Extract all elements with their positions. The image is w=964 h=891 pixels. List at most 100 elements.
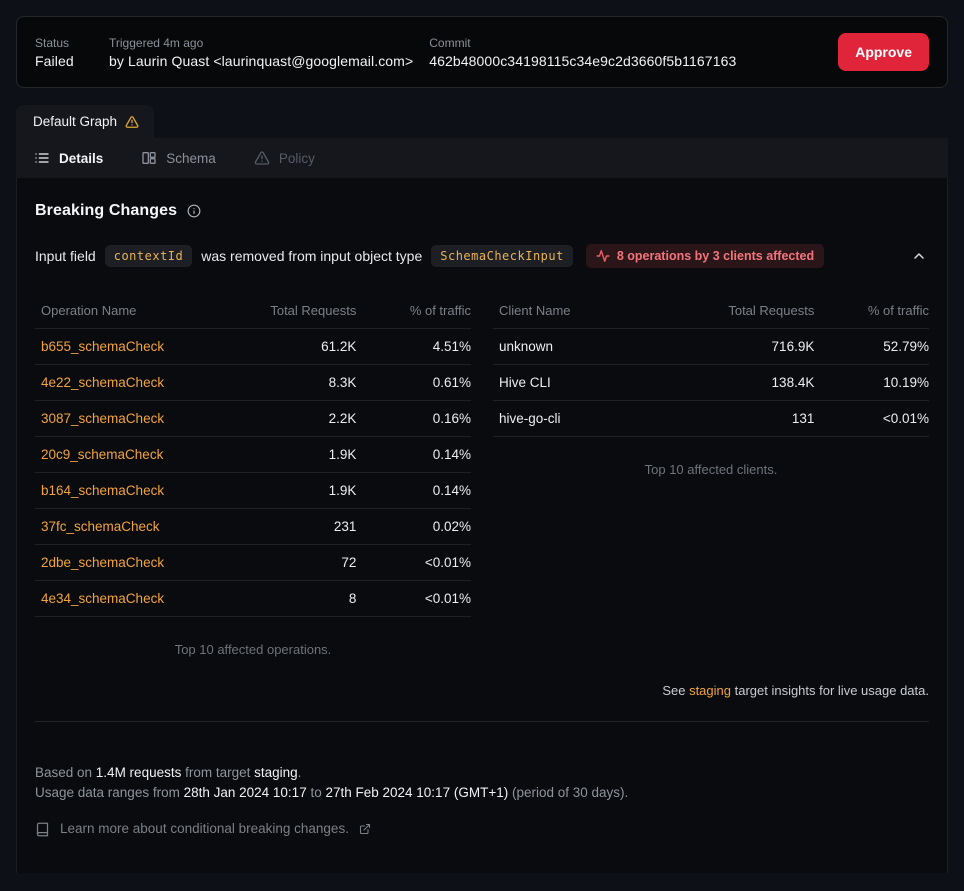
commit-hash: 462b48000c34198115c34e9c2d3660f5b1167163 (429, 52, 737, 69)
change-text-prefix: Input field (35, 248, 96, 264)
total-requests-cell: 716.9K (693, 328, 825, 365)
traffic-pct-cell: 0.14% (366, 472, 471, 509)
range-start-date: 28th Jan 2024 10:17 (183, 785, 307, 800)
table-row: b164_schemaCheck 1.9K 0.14% (35, 472, 471, 509)
traffic-pct-cell: 10.19% (824, 364, 929, 401)
total-requests-cell: 2.2K (235, 400, 367, 437)
breaking-changes-heading: Breaking Changes (35, 202, 929, 220)
clients-table-block: Client Name Total Requests % of traffic … (493, 293, 929, 477)
commit-group: Commit 462b48000c34198115c34e9c2d3660f5b… (429, 36, 736, 69)
status-group: Status Failed (35, 36, 91, 69)
traffic-pct-cell: <0.01% (824, 400, 929, 437)
table-row: 37fc_schemaCheck 231 0.02% (35, 508, 471, 545)
commit-label: Commit (429, 35, 471, 50)
status-label: Status (35, 35, 70, 50)
operation-name-link[interactable]: b655_schemaCheck (35, 328, 236, 365)
table-row: 4e22_schemaCheck 8.3K 0.61% (35, 364, 471, 401)
total-requests-cell: 8 (235, 580, 367, 617)
tab-default-graph[interactable]: Default Graph (16, 105, 155, 138)
collapse-chevron-button[interactable] (909, 246, 929, 266)
col-traffic-pct: % of traffic (824, 293, 929, 329)
staging-target-link[interactable]: staging (689, 683, 731, 698)
table-row: 4e34_schemaCheck 8 <0.01% (35, 580, 471, 617)
learn-more-label: Learn more about conditional breaking ch… (60, 821, 349, 836)
traffic-pct-cell: <0.01% (366, 544, 471, 581)
requests-count: 1.4M requests (95, 765, 182, 780)
section-title: Breaking Changes (35, 202, 178, 219)
operation-name-link[interactable]: 2dbe_schemaCheck (35, 544, 236, 581)
col-total-requests: Total Requests (693, 293, 825, 329)
client-name-cell: Hive CLI (493, 364, 694, 401)
field-code-badge: contextId (104, 245, 193, 267)
insights-note: See staging target insights for live usa… (35, 683, 929, 698)
type-code-badge: SchemaCheckInput (431, 245, 573, 267)
check-tabs-bar: Details Schema Policy (16, 138, 948, 178)
table-row: hive-go-cli 131 <0.01% (493, 400, 929, 437)
list-icon (34, 150, 50, 166)
traffic-pct-cell: 0.02% (366, 508, 471, 545)
table-row: 3087_schemaCheck 2.2K 0.16% (35, 400, 471, 437)
operation-name-link[interactable]: 37fc_schemaCheck (35, 508, 236, 545)
footer-text: (period of 30 days). (508, 785, 629, 800)
tab-policy-label: Policy (278, 150, 315, 166)
target-name: staging (254, 765, 298, 780)
operation-name-link[interactable]: 4e34_schemaCheck (35, 580, 236, 617)
chevron-up-icon (911, 248, 927, 264)
operations-table: Operation Name Total Requests % of traff… (35, 293, 471, 617)
usage-tables: Operation Name Total Requests % of traff… (35, 293, 929, 657)
triggered-label: Triggered 4m ago (109, 35, 204, 50)
traffic-pct-cell: 0.16% (366, 400, 471, 437)
table-row: 20c9_schemaCheck 1.9K 0.14% (35, 436, 471, 473)
total-requests-cell: 8.3K (235, 364, 367, 401)
operations-table-block: Operation Name Total Requests % of traff… (35, 293, 471, 657)
traffic-pct-cell: 4.51% (366, 328, 471, 365)
status-value: Failed (35, 52, 74, 69)
operation-name-link[interactable]: 3087_schemaCheck (35, 400, 236, 437)
tab-details[interactable]: Details (34, 150, 103, 166)
activity-pulse-icon (596, 249, 610, 263)
change-text-middle: was removed from input object type (201, 248, 423, 264)
footer-text: to (306, 785, 326, 800)
learn-more-link[interactable]: Learn more about conditional breaking ch… (35, 819, 371, 839)
external-link-icon (359, 823, 371, 835)
footer-divider (35, 721, 929, 722)
table-row: Hive CLI 138.4K 10.19% (493, 364, 929, 401)
total-requests-cell: 131 (693, 400, 825, 437)
client-name-cell: hive-go-cli (493, 400, 694, 437)
operation-name-link[interactable]: 20c9_schemaCheck (35, 436, 236, 473)
footer-text: . (297, 765, 302, 780)
footer-text: from target (181, 765, 255, 780)
impact-badge[interactable]: 8 operations by 3 clients affected (585, 244, 825, 268)
tab-policy[interactable]: Policy (254, 150, 315, 166)
col-operation-name: Operation Name (35, 293, 236, 329)
footer-line-range: Usage data ranges from 28th Jan 2024 10:… (35, 783, 929, 803)
col-total-requests: Total Requests (235, 293, 367, 329)
details-panel: Breaking Changes Input field contextId w… (16, 178, 948, 873)
policy-alert-icon (254, 150, 270, 166)
info-icon[interactable] (187, 204, 201, 218)
total-requests-cell: 72 (235, 544, 367, 581)
footer-text: Usage data ranges from (35, 785, 184, 800)
usage-footer: Based on 1.4M requests from target stagi… (35, 763, 929, 843)
traffic-pct-cell: <0.01% (366, 580, 471, 617)
operation-name-link[interactable]: b164_schemaCheck (35, 472, 236, 509)
operation-name-link[interactable]: 4e22_schemaCheck (35, 364, 236, 401)
book-icon (35, 822, 50, 837)
col-client-name: Client Name (493, 293, 694, 329)
table-row: 2dbe_schemaCheck 72 <0.01% (35, 544, 471, 581)
breaking-change-row: Input field contextId was removed from i… (35, 244, 929, 268)
triggered-author: by Laurin Quast <laurinquast@googlemail.… (109, 52, 414, 69)
traffic-pct-cell: 0.14% (366, 436, 471, 473)
total-requests-cell: 61.2K (235, 328, 367, 365)
insights-note-prefix: See (662, 683, 690, 698)
operations-table-header: Operation Name Total Requests % of traff… (35, 293, 471, 329)
check-header-card: Status Failed Triggered 4m ago by Laurin… (16, 16, 948, 88)
table-row: unknown 716.9K 52.79% (493, 328, 929, 365)
tab-schema[interactable]: Schema (141, 150, 216, 166)
insights-note-suffix: target insights for live usage data. (730, 683, 929, 698)
impact-badge-label: 8 operations by 3 clients affected (616, 249, 815, 263)
total-requests-cell: 1.9K (235, 436, 367, 473)
total-requests-cell: 1.9K (235, 472, 367, 509)
approve-button[interactable]: Approve (838, 33, 929, 71)
client-name-cell: unknown (493, 328, 694, 365)
